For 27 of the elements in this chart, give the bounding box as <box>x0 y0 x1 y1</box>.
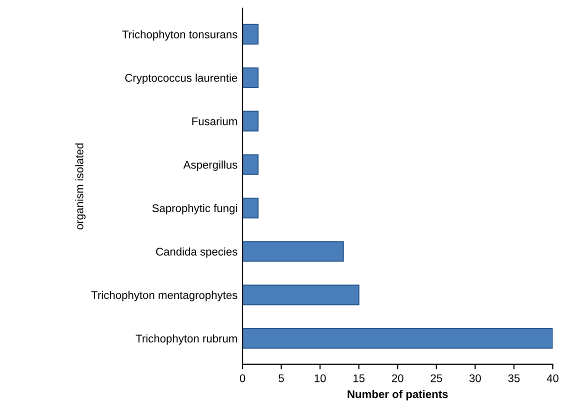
x-tick-label: 25 <box>430 374 442 382</box>
x-tick-label: 30 <box>469 374 481 382</box>
x-axis-title: Number of patients <box>348 390 448 400</box>
x-tick-label: 35 <box>508 374 520 382</box>
bar <box>242 24 259 45</box>
bar <box>242 154 259 175</box>
bar <box>242 241 344 262</box>
x-tick-label: 20 <box>392 374 404 382</box>
x-tick-label: 40 <box>546 374 558 382</box>
x-tick-label: 15 <box>354 374 365 382</box>
y-tick-label: Candida species <box>156 247 238 258</box>
y-tick-label: Trichophyton rubrum <box>136 334 237 345</box>
y-axis-title: organism isolated <box>75 143 86 230</box>
bar <box>242 67 259 88</box>
y-tick-label: Trichophyton tonsurans <box>122 30 238 41</box>
y-tick-label: Trichophyton mentagrophytes <box>91 290 238 302</box>
y-tick-label: Cryptococcus laurentie <box>125 74 238 84</box>
y-tick-label: Saprophytic fungi <box>152 204 237 214</box>
x-tick-label: 10 <box>314 374 326 382</box>
bar <box>242 198 259 218</box>
bar <box>242 284 360 306</box>
y-tick-label: Fusarium <box>192 117 237 126</box>
x-tick-label: 0 <box>240 374 246 382</box>
x-tick-label: 5 <box>278 374 284 382</box>
y-tick-label: Aspergillus <box>183 160 238 171</box>
bar <box>242 110 259 132</box>
bar <box>242 328 553 349</box>
